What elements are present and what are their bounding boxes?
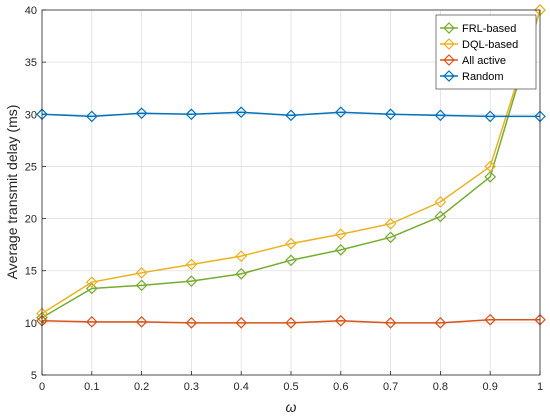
legend: FRL-based DQL-based All active Random: [435, 14, 537, 90]
data-point: [434, 196, 447, 208]
data-point: [285, 109, 297, 122]
data-point: [484, 160, 497, 173]
data-point: [285, 317, 297, 329]
data-point: [434, 109, 447, 122]
data-point: [185, 275, 198, 287]
legend-label: FRL-based: [462, 23, 516, 35]
data-point: [384, 317, 397, 329]
x-tick-label: 0.5: [283, 381, 298, 393]
data-point: [334, 106, 347, 119]
data-point: [334, 228, 347, 241]
data-point: [85, 110, 98, 123]
y-tick-label: 20: [25, 214, 37, 226]
y-axis-title: Average transmit delay (ms): [4, 105, 20, 280]
x-tick-label: 0.2: [134, 381, 149, 393]
y-tick-label: 15: [25, 266, 37, 278]
series-layer: [36, 4, 546, 329]
data-point: [434, 210, 447, 223]
data-point: [285, 254, 297, 267]
data-point: [135, 266, 148, 279]
data-point: [85, 282, 98, 295]
legend-marker: [443, 54, 455, 66]
data-point: [85, 276, 98, 289]
data-point: [285, 237, 297, 250]
legend-label: DQL-based: [462, 39, 518, 51]
data-point: [235, 267, 248, 280]
series-random: [36, 106, 546, 123]
y-tick-label: 40: [25, 5, 37, 17]
data-point: [484, 110, 497, 123]
data-point: [334, 244, 347, 256]
data-point: [235, 250, 248, 262]
data-point: [235, 317, 248, 329]
data-point: [135, 315, 148, 328]
y-tick-label: 30: [25, 109, 37, 121]
data-point: [484, 313, 497, 326]
data-point: [334, 314, 347, 327]
y-tick-label: 25: [25, 161, 37, 173]
data-point: [185, 108, 198, 121]
data-point: [484, 171, 497, 183]
data-point: [185, 258, 198, 271]
data-point: [135, 107, 148, 120]
data-point: [384, 108, 397, 121]
data-point: [384, 217, 397, 230]
legend-marker: [443, 22, 455, 34]
x-tick-label: 0.6: [333, 381, 348, 393]
x-tick-label: 0.3: [184, 381, 199, 393]
y-tick-label: 35: [25, 57, 37, 69]
x-tick-label: 0.4: [234, 381, 249, 393]
data-point: [434, 317, 447, 329]
data-point: [135, 279, 148, 292]
data-point: [235, 106, 248, 119]
x-tick-label: 0: [39, 381, 45, 393]
data-point: [384, 231, 397, 244]
legend-marker: [443, 70, 455, 82]
plot-frame: [41, 9, 541, 376]
series-line: [41, 111, 540, 118]
y-tick-label: 5: [31, 370, 37, 382]
legend-label: Random: [462, 71, 504, 83]
y-axis-ticks: 5 10 15 20 25 30 35 40: [25, 5, 46, 382]
y-tick-label: 10: [25, 318, 37, 330]
data-point: [185, 317, 198, 329]
x-tick-label: 0.7: [383, 381, 398, 393]
x-tick-label: 0.1: [84, 381, 99, 393]
series-line: [41, 9, 541, 315]
series-line: [41, 9, 541, 319]
legend-label: All active: [462, 55, 506, 67]
series-line: [41, 318, 540, 324]
legend-marker: [443, 38, 455, 50]
x-tick-label: 0.9: [483, 381, 498, 393]
x-tick-label: 1: [537, 381, 543, 393]
data-point: [85, 315, 98, 328]
x-tick-label: 0.8: [433, 381, 448, 393]
series-all-active: [36, 313, 546, 329]
x-axis-title: ω: [286, 399, 297, 415]
